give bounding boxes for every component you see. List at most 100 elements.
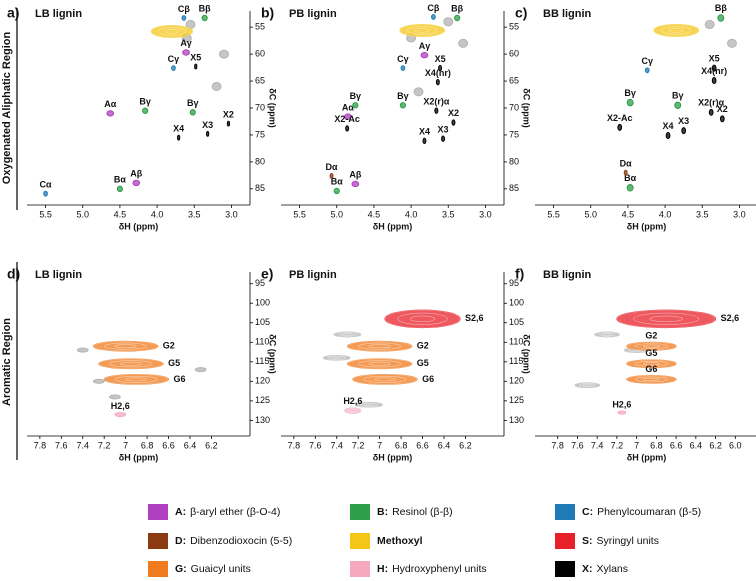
x-axis-title: δH (ppm) <box>373 221 412 231</box>
peak-label: X4 <box>173 124 184 134</box>
contour-line <box>104 342 148 350</box>
x-tick-label: 7.6 <box>309 440 322 450</box>
panel-label: a) <box>7 5 19 21</box>
x-tick-label: 3.0 <box>225 209 238 219</box>
contour-line <box>626 342 677 351</box>
legend-label: Hydroxyphenyl units <box>392 563 487 575</box>
contour-line <box>374 377 396 382</box>
contour-line <box>409 315 436 323</box>
legend-swatch <box>555 561 575 577</box>
x-tick-label: 4.0 <box>405 209 418 219</box>
cross-peak <box>92 378 105 384</box>
contour-line <box>120 361 142 366</box>
y-tick-label: 110 <box>509 337 523 347</box>
y-tick-label: 95 <box>255 278 265 288</box>
x-tick-label: 6.8 <box>650 440 663 450</box>
peak-label: Aβ <box>349 170 361 180</box>
contour-line <box>642 377 660 381</box>
legend-swatch <box>148 533 168 549</box>
contour-line <box>358 342 402 350</box>
cross-peak <box>226 120 231 127</box>
y-tick-label: 115 <box>255 356 269 366</box>
y-tick-label: 55 <box>255 22 265 32</box>
panel-title: PB lignin <box>289 269 337 281</box>
peak-label: X5 <box>709 54 720 64</box>
legend-label: Phenylcoumaran (β-5) <box>597 506 701 518</box>
peak-label: X4(nr) <box>425 68 451 78</box>
peak-label: Bγ <box>624 88 636 98</box>
x-tick-label: 3.5 <box>188 209 201 219</box>
peak-label: Aβ <box>130 169 142 179</box>
cross-peak <box>76 347 89 353</box>
legend-label: Xylans <box>597 563 629 575</box>
peak-label: X5 <box>190 52 201 62</box>
contour-line <box>347 408 359 413</box>
x-tick-label: 5.5 <box>39 209 52 219</box>
y-tick-label: 70 <box>509 102 519 112</box>
x-axis-title: δH (ppm) <box>627 221 666 231</box>
contour-line <box>633 312 700 325</box>
x-tick-label: 3.5 <box>696 209 709 219</box>
x-tick-label: 3.5 <box>442 209 455 219</box>
y-tick-label: 125 <box>509 395 524 405</box>
legend-key: A: <box>175 506 186 518</box>
y-tick-label: 115 <box>509 356 523 366</box>
x-axis-title: δH (ppm) <box>373 452 412 462</box>
x-axis-title: δH (ppm) <box>119 452 158 462</box>
y-axis-title: δC (ppm) <box>522 334 532 373</box>
contour-line <box>327 356 346 360</box>
peak-label: Aα <box>104 99 116 109</box>
x-tick-label: 7.8 <box>288 440 301 450</box>
contour-line <box>397 312 448 325</box>
panel-label: b) <box>261 5 274 21</box>
x-tick-label: 4.5 <box>368 209 381 219</box>
contour-line <box>344 407 362 414</box>
peak-label: X2 <box>448 108 459 118</box>
cross-peak <box>644 67 650 74</box>
cross-peak <box>206 130 210 137</box>
cross-peak <box>704 19 715 30</box>
legend-swatch <box>148 561 168 577</box>
x-tick-label: 4.5 <box>114 209 127 219</box>
x-tick-label: 6.4 <box>184 440 197 450</box>
peak-label: Cβ <box>178 4 190 14</box>
y-tick-label: 75 <box>255 129 265 139</box>
peak-label: G6 <box>174 374 186 384</box>
legend-text: X: Xylans <box>582 563 628 575</box>
cross-peak <box>345 125 350 132</box>
panel-label: e) <box>261 266 273 282</box>
x-axis-title: δH (ppm) <box>119 221 158 231</box>
cross-peak <box>201 14 208 22</box>
y-tick-label: 130 <box>255 415 270 425</box>
contour-line <box>338 332 357 337</box>
contour-line <box>125 377 148 382</box>
legend-text: C: Phenylcoumaran (β-5) <box>582 506 701 518</box>
legend-swatch <box>350 504 370 520</box>
cross-peak <box>435 78 440 86</box>
cross-peak <box>352 102 359 109</box>
peak-label: G2 <box>645 331 657 341</box>
x-tick-label: 5.0 <box>76 209 89 219</box>
peak-label: X2-Ac <box>607 113 633 123</box>
y-tick-label: 85 <box>255 183 265 193</box>
panel-title: BB lignin <box>543 269 592 281</box>
legend-key: B: <box>377 506 388 518</box>
cross-peak <box>719 115 725 123</box>
x-tick-label: 6.6 <box>416 440 429 450</box>
cross-peak <box>665 132 671 139</box>
y-axis-title: δC (ppm) <box>268 88 278 127</box>
y-tick-label: 120 <box>255 376 270 386</box>
contour-line <box>355 402 383 408</box>
legend-swatch <box>555 533 575 549</box>
peak-label: G5 <box>168 358 180 368</box>
contour-line <box>347 358 412 369</box>
cross-peak <box>711 77 717 84</box>
y-tick-label: 95 <box>509 278 519 288</box>
contour-line <box>109 360 153 368</box>
peak-label: Bβ <box>199 4 211 14</box>
x-tick-label: 6.6 <box>162 440 175 450</box>
cross-peak <box>43 190 48 197</box>
x-tick-label: 7.4 <box>76 440 89 450</box>
peak-label: G2 <box>417 341 429 351</box>
legend-swatch <box>350 561 370 577</box>
